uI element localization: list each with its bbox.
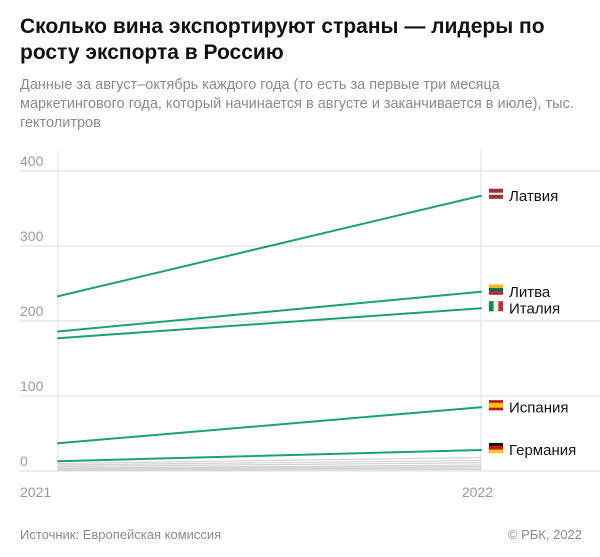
lithuania-flag-icon [488,284,504,295]
x-tick-label: 2021 [20,484,51,500]
series-line-other [57,468,482,471]
germany-flag-icon [488,442,504,454]
series-line [57,290,482,333]
series-label: Латвия [509,188,558,205]
y-tick-label: 200 [20,303,44,319]
series-label: Литва [509,284,551,301]
source-note: Источник: Европейская комиссия [20,527,222,542]
latvia-flag-icon [488,188,504,199]
series-label: Италия [509,300,560,317]
chart-subtitle: Данные за август–октябрь каждого года (т… [20,77,574,131]
italy-flag-icon [488,301,504,312]
series-line-other [57,462,482,468]
series-line-other [57,456,482,465]
y-tick-label: 300 [20,228,44,244]
series-label: Испания [509,399,569,416]
spain-flag-icon [488,400,504,411]
x-tick-label: 2022 [462,484,493,500]
copyright-note: © РБК, 2022 [507,527,582,542]
y-tick-label: 0 [20,453,28,469]
series-label: Германия [509,442,576,459]
series-line-other [57,467,482,471]
series-line [57,307,482,340]
series-line-other [57,464,482,469]
series-line [57,449,482,463]
series-line-other [57,465,482,470]
series-line-other [57,459,482,466]
y-tick-label: 400 [20,153,44,169]
series-line [57,194,482,298]
series-line [57,406,482,445]
chart-title: Сколько вина экспортируют страны — лидер… [20,15,545,64]
y-tick-label: 100 [20,378,44,394]
